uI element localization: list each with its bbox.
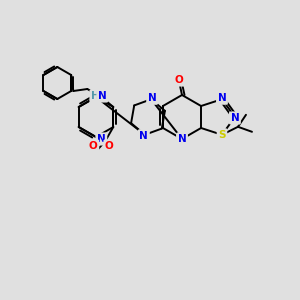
Text: H: H [91, 91, 100, 101]
Text: O: O [89, 141, 98, 151]
Text: N: N [230, 113, 239, 123]
Text: N: N [148, 93, 157, 103]
Text: O: O [175, 75, 183, 85]
Text: O: O [105, 141, 114, 151]
Text: N: N [98, 91, 107, 101]
Text: N: N [140, 131, 148, 141]
Text: N: N [218, 93, 226, 103]
Text: N: N [178, 134, 186, 144]
Text: N: N [97, 134, 106, 144]
Text: S: S [218, 130, 226, 140]
